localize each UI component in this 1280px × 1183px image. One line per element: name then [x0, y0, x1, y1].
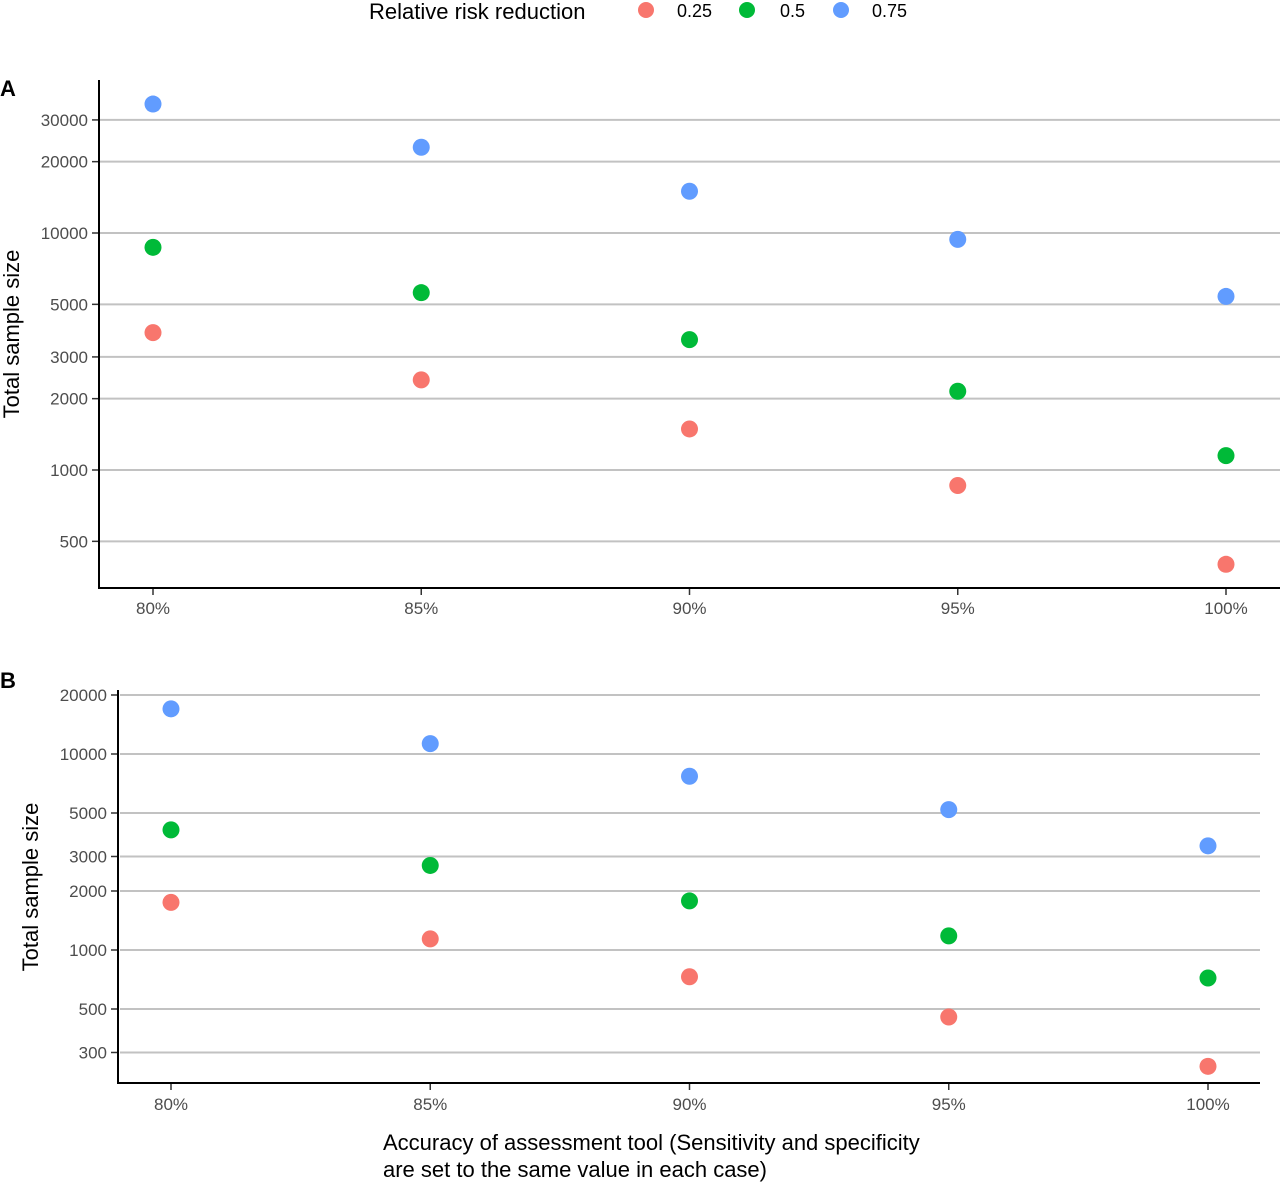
panel-b-point-rrr-0.25-100% — [1199, 1057, 1217, 1075]
panel-b-y-tick-label: 1000 — [69, 941, 107, 960]
panel-a-y-tick-label: 2000 — [50, 390, 88, 409]
legend-title: Relative risk reduction — [369, 0, 585, 24]
legend-label-0.5: 0.5 — [780, 1, 805, 21]
panel-a-x-tick-label: 85% — [404, 599, 438, 618]
panel-a-point-rrr-0.25-80% — [144, 324, 162, 342]
panel-b-points — [162, 700, 1217, 1075]
legend: Relative risk reduction 0.25 0.5 0.75 — [369, 0, 907, 24]
panel-a-points — [144, 95, 1235, 573]
panel-b-y-tick-label: 20000 — [60, 686, 107, 705]
panel-b-x-tick-label: 100% — [1186, 1095, 1229, 1114]
panel-b-y-ticks: 300 500 1000 2000 3000 5000 10000 20000 — [60, 686, 118, 1062]
panel-b-y-tick-label: 300 — [79, 1043, 107, 1062]
panel-b-x-tick-label: 95% — [932, 1095, 966, 1114]
panel-b-point-rrr-0.75-80% — [162, 700, 180, 718]
panel-b-x-tick-label: 90% — [672, 1095, 706, 1114]
panel-b-x-ticks: 80% 85% 90% 95% 100% — [154, 1083, 1230, 1114]
panel-b-gridlines — [120, 693, 1260, 1054]
panel-b-point-rrr-0.75-85% — [421, 735, 439, 753]
panel-a-y-tick-label: 30000 — [41, 111, 88, 130]
panel-a-x-tick-label: 80% — [136, 599, 170, 618]
legend-key-0.75 — [833, 2, 849, 18]
panel-b-y-tick-label: 500 — [79, 1000, 107, 1019]
panel-b-point-rrr-0.25-90% — [681, 968, 698, 986]
panel-a-y-tick-label: 1000 — [50, 461, 88, 480]
x-axis-title-line-2: are set to the same value in each case) — [383, 1157, 767, 1182]
panel-a-point-rrr-0.75-95% — [949, 230, 967, 248]
panel-b-y-axis-title: Total sample size — [18, 803, 43, 972]
panel-a-x-tick-label: 95% — [941, 599, 975, 618]
panel-a-point-rrr-0.25-90% — [681, 420, 698, 438]
panel-b-point-rrr-0.5-95% — [940, 927, 958, 945]
panel-a-point-rrr-0.75-80% — [144, 95, 162, 113]
panel-b-point-rrr-0.25-85% — [421, 930, 439, 948]
panel-b-y-tick-label: 3000 — [69, 847, 107, 866]
panel-b: B 300 500 1000 2000 3000 5000 10000 20000 80% 85… — [0, 668, 1260, 1114]
panel-a-point-rrr-0.5-90% — [681, 331, 698, 349]
panel-b-y-tick-label: 5000 — [69, 804, 107, 823]
panel-a-y-ticks: 500 1000 2000 3000 5000 10000 20000 30000 — [41, 111, 99, 551]
panel-a-point-rrr-0.75-100% — [1217, 287, 1235, 305]
panel-a-point-rrr-0.5-80% — [144, 238, 162, 256]
panel-a-point-rrr-0.75-85% — [412, 138, 430, 156]
panel-b-point-rrr-0.25-95% — [940, 1008, 958, 1026]
panel-a-point-rrr-0.75-90% — [681, 182, 698, 200]
panel-b-point-rrr-0.5-90% — [681, 892, 698, 910]
panel-b-point-rrr-0.75-100% — [1199, 837, 1217, 855]
panel-b-x-tick-label: 85% — [413, 1095, 447, 1114]
panel-a-point-rrr-0.25-100% — [1217, 555, 1235, 573]
panel-a-point-rrr-0.5-100% — [1217, 447, 1235, 465]
panel-a-point-rrr-0.25-95% — [949, 477, 967, 495]
panel-a-point-rrr-0.5-95% — [949, 382, 967, 400]
panel-a-point-rrr-0.5-85% — [412, 284, 430, 302]
panel-a-x-tick-label: 90% — [672, 599, 706, 618]
panel-a-gridlines — [100, 118, 1280, 543]
panel-a-y-tick-label: 10000 — [41, 224, 88, 243]
panel-b-tag: B — [0, 668, 16, 693]
panel-b-point-rrr-0.5-80% — [162, 821, 180, 839]
panel-a: A 500 1000 2000 3000 5000 10000 20000 30000 80%… — [0, 76, 1280, 618]
panel-b-point-rrr-0.75-95% — [940, 801, 958, 819]
legend-label-0.75: 0.75 — [872, 1, 907, 21]
panel-b-point-rrr-0.25-80% — [162, 893, 180, 911]
panel-a-x-ticks: 80% 85% 90% 95% 100% — [136, 588, 1248, 618]
legend-key-0.25 — [638, 2, 654, 18]
panel-a-point-rrr-0.25-85% — [412, 371, 430, 389]
panel-b-y-tick-label: 10000 — [60, 745, 107, 764]
panel-b-y-tick-label: 2000 — [69, 882, 107, 901]
panel-b-point-rrr-0.75-90% — [681, 767, 698, 785]
panel-a-y-axis-title: Total sample size — [0, 250, 24, 419]
panel-a-y-tick-label: 5000 — [50, 295, 88, 314]
panel-b-x-tick-label: 80% — [154, 1095, 188, 1114]
legend-key-0.5 — [739, 2, 755, 18]
panel-a-y-tick-label: 500 — [60, 532, 88, 551]
x-axis-title-line-1: Accuracy of assessment tool (Sensitivity… — [383, 1130, 920, 1155]
panel-a-tag: A — [0, 76, 16, 101]
panel-b-point-rrr-0.5-100% — [1199, 969, 1217, 987]
panel-a-y-tick-label: 3000 — [50, 348, 88, 367]
panel-a-x-tick-label: 100% — [1204, 599, 1247, 618]
legend-label-0.25: 0.25 — [677, 1, 712, 21]
panel-b-point-rrr-0.5-85% — [421, 856, 439, 874]
panel-a-y-tick-label: 20000 — [41, 153, 88, 172]
